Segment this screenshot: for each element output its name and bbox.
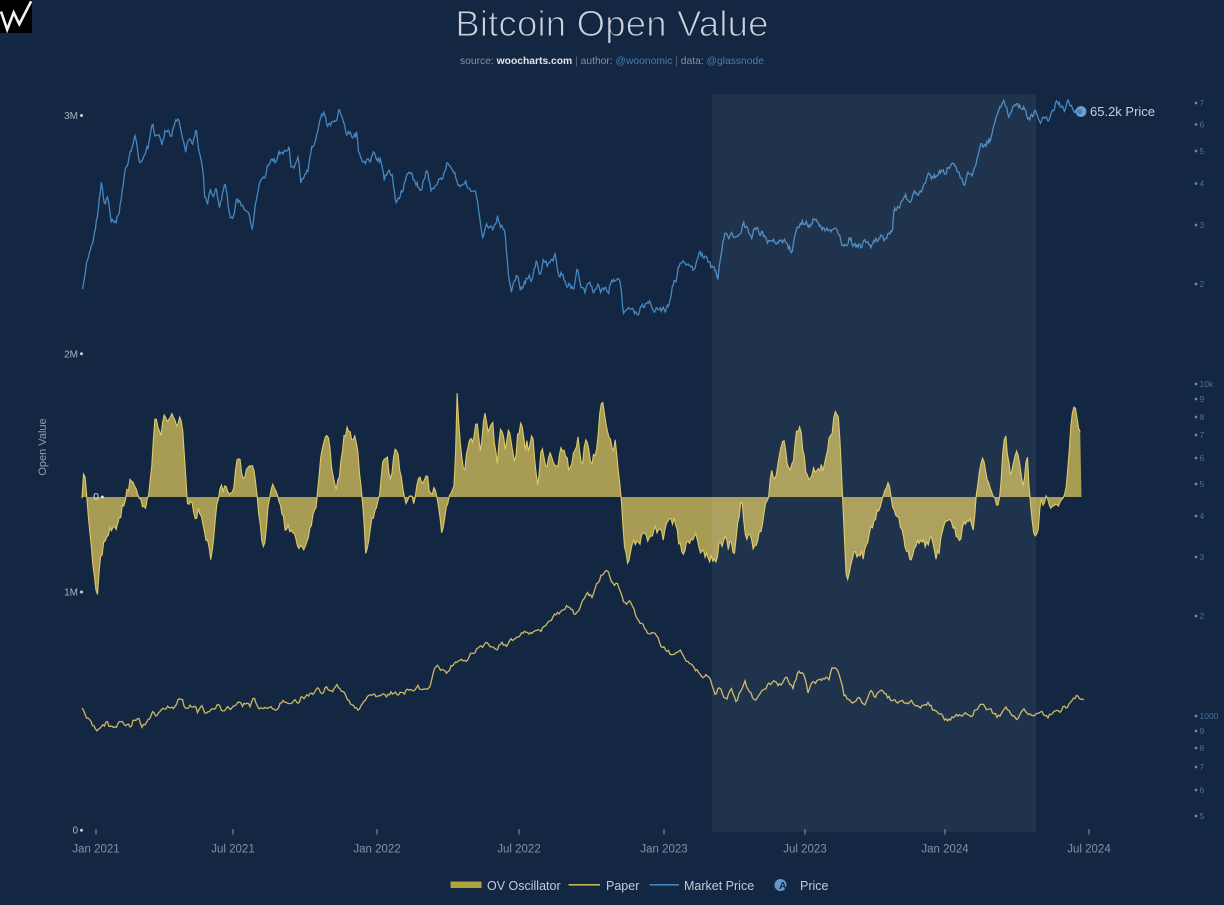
svg-text:8: 8 xyxy=(1200,412,1205,422)
svg-text:7: 7 xyxy=(1200,98,1205,108)
svg-text:2: 2 xyxy=(1200,611,1205,621)
svg-text:8: 8 xyxy=(1200,743,1205,753)
svg-text:Aa: Aa xyxy=(779,880,793,892)
svg-text:1M: 1M xyxy=(64,588,78,599)
svg-text:6: 6 xyxy=(1200,120,1205,130)
svg-text:4: 4 xyxy=(1200,179,1205,189)
svg-text:9: 9 xyxy=(1200,726,1205,736)
svg-text:OV Oscillator: OV Oscillator xyxy=(487,879,561,893)
svg-text:Open Value: Open Value xyxy=(37,418,49,475)
svg-text:7: 7 xyxy=(1200,430,1205,440)
svg-text:Paper: Paper xyxy=(606,879,639,893)
svg-text:5: 5 xyxy=(1200,146,1205,156)
svg-text:1000: 1000 xyxy=(1200,711,1219,721)
svg-text:9: 9 xyxy=(1200,394,1205,404)
svg-text:Jan 2021: Jan 2021 xyxy=(72,844,119,856)
svg-text:Jan 2024: Jan 2024 xyxy=(921,844,969,856)
svg-text:Market Price: Market Price xyxy=(684,879,754,893)
svg-text:3: 3 xyxy=(1200,552,1205,562)
svg-text:5: 5 xyxy=(1200,811,1205,821)
svg-text:7: 7 xyxy=(1200,762,1205,772)
svg-text:0: 0 xyxy=(72,826,78,837)
svg-text:Price: Price xyxy=(800,879,829,893)
svg-text:Jan 2022: Jan 2022 xyxy=(353,844,400,856)
svg-text:2M: 2M xyxy=(64,349,78,360)
svg-text:2: 2 xyxy=(1200,279,1205,289)
svg-text:4: 4 xyxy=(1200,511,1205,521)
svg-text:Jul 2021: Jul 2021 xyxy=(211,844,254,856)
svg-text:10k: 10k xyxy=(1200,379,1214,389)
svg-text:3M: 3M xyxy=(64,111,78,122)
svg-text:Jul 2023: Jul 2023 xyxy=(783,844,826,856)
svg-text:65.2k Price: 65.2k Price xyxy=(1090,104,1155,119)
svg-text:0: 0 xyxy=(93,491,99,503)
svg-text:5: 5 xyxy=(1200,479,1205,489)
svg-text:Jul 2024: Jul 2024 xyxy=(1067,844,1111,856)
svg-text:Jan 2023: Jan 2023 xyxy=(640,844,687,856)
svg-text:6: 6 xyxy=(1200,453,1205,463)
svg-text:6: 6 xyxy=(1200,785,1205,795)
svg-text:3: 3 xyxy=(1200,220,1205,230)
svg-text:Jul 2022: Jul 2022 xyxy=(497,844,540,856)
